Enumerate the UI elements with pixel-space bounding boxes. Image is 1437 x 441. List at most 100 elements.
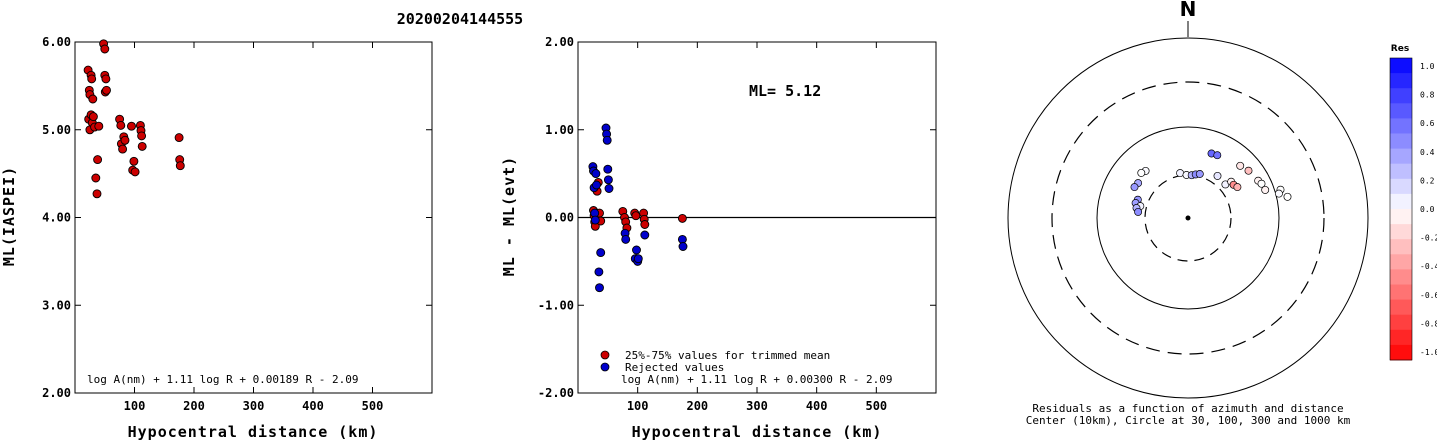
station-point	[88, 112, 98, 122]
colorbar-title: Res	[1391, 44, 1409, 54]
rejected-point	[590, 215, 600, 225]
y-tick-label: 0.00	[545, 211, 574, 225]
plot1-frame	[74, 41, 433, 394]
station-point	[100, 44, 110, 54]
y-tick-label: -2.00	[538, 386, 574, 400]
rejected-point	[678, 242, 688, 251]
colorbar-tick-label: 0.2	[1420, 176, 1435, 185]
rejected-point	[603, 164, 613, 174]
rejected-point	[602, 135, 612, 145]
y-tick-label: 5.00	[42, 123, 71, 137]
ring-30km	[1144, 174, 1232, 262]
station-point	[137, 131, 147, 141]
ring-300km	[1051, 81, 1325, 355]
legend-red-marker	[600, 350, 610, 360]
y-tick-label: 2.00	[42, 386, 71, 400]
x-tick-label: 300	[746, 399, 768, 413]
polar-caption-line2: Center (10km), Circle at 30, 100, 300 an…	[1026, 414, 1351, 427]
rejected-point	[592, 180, 601, 190]
station-point	[87, 74, 97, 84]
station-residual	[1137, 168, 1146, 177]
rejected-point	[595, 283, 604, 293]
colorbar-tick-label: 0.6	[1420, 119, 1435, 128]
x-tick-label: 200	[686, 399, 708, 413]
y-tick-label: 6.00	[42, 35, 71, 49]
colorbar-tick-label: 0.0	[1420, 205, 1435, 214]
station-point	[118, 144, 128, 154]
station-point	[174, 133, 184, 143]
colorbar-cell	[1390, 148, 1412, 165]
station-residual	[1257, 179, 1266, 188]
colorbar-cell	[1390, 254, 1412, 270]
station-residual	[1274, 189, 1283, 198]
north-label: N	[1180, 0, 1197, 21]
plot1-xlabel: Hypocentral distance (km)	[128, 423, 379, 441]
station-point	[102, 85, 111, 95]
y-tick-label: 3.00	[42, 298, 71, 312]
legend-blue-label: Rejected values	[625, 361, 724, 374]
colorbar-cell	[1390, 209, 1412, 225]
station-residual	[1195, 170, 1204, 178]
rejected-point	[596, 248, 606, 258]
colorbar-cell	[1390, 329, 1412, 346]
colorbar-tick-label: 1.0	[1420, 62, 1435, 71]
figure-title: 20200204144555	[397, 10, 523, 28]
station-residual	[1244, 166, 1253, 175]
colorbar-tick-label: -0.8	[1420, 319, 1437, 328]
ring-100km	[1096, 126, 1280, 310]
plot2-legend: 25%-75% values for trimmed mean Rejected…	[600, 349, 830, 374]
rejected-point	[621, 234, 631, 244]
legend-blue-marker	[600, 362, 610, 372]
colorbar-cell	[1390, 163, 1412, 180]
rejected-point	[604, 184, 614, 193]
station-point	[94, 121, 104, 131]
ml-value-label: ML= 5.12	[749, 82, 821, 100]
plot2-ylabel: ML - ML(evt)	[500, 156, 518, 276]
plot1-formula: log A(nm) + 1.11 log R + 0.00189 R - 2.0…	[87, 373, 359, 386]
plot2-formula: log A(nm) + 1.11 log R + 0.00300 R - 2.0…	[621, 373, 893, 386]
x-tick-label: 500	[865, 399, 887, 413]
colorbar-cell	[1390, 133, 1412, 149]
colorbar-tick-label: 0.8	[1420, 91, 1435, 100]
rejected-point	[633, 254, 643, 264]
azimuth-residual-plot: N Residuals as a function of azimuth and…	[1007, 0, 1369, 427]
epicenter-dot	[1185, 215, 1191, 221]
colorbar-cell	[1390, 344, 1412, 361]
colorbar-cell	[1390, 178, 1412, 195]
x-tick-label: 300	[243, 399, 265, 413]
trimmed-mean-point	[631, 211, 641, 221]
station-residual	[1236, 161, 1245, 170]
y-tick-label: 4.00	[42, 211, 71, 225]
station-residual	[1134, 207, 1143, 216]
station-point	[120, 135, 130, 145]
ring-1000km	[1007, 37, 1369, 399]
x-tick-label: 500	[362, 399, 384, 413]
colorbar-cell	[1390, 269, 1412, 285]
x-tick-label: 200	[183, 399, 205, 413]
colorbar-cell	[1390, 103, 1412, 119]
colorbar-cell	[1390, 118, 1412, 134]
rejected-point	[603, 175, 613, 185]
station-residual	[1130, 183, 1139, 192]
colorbar-cell	[1390, 284, 1412, 300]
colorbar-tick-label: -1.0	[1420, 348, 1437, 357]
y-tick-label: 2.00	[545, 35, 574, 49]
station-point	[101, 74, 111, 84]
colorbar-tick-label: -0.6	[1420, 291, 1437, 300]
legend-red-label: 25%-75% values for trimmed mean	[625, 349, 830, 362]
rejected-point	[640, 230, 650, 240]
station-residual	[1213, 151, 1222, 160]
polar-caption-line1: Residuals as a function of azimuth and d…	[1032, 402, 1343, 415]
residual-colorbar: Res 1.0 0.8 0.6 0.4 0.2 0.0 -0.2 -0.4 -0.6 -0.8 -1…	[1389, 44, 1437, 361]
station-residual	[1283, 192, 1292, 201]
colorbar-cell	[1390, 299, 1412, 316]
colorbar-cell	[1390, 239, 1412, 255]
colorbar-cell	[1390, 88, 1412, 104]
colorbar-tick-label: -0.2	[1420, 234, 1437, 243]
station-point	[137, 141, 147, 151]
y-tick-label: -1.00	[538, 298, 574, 312]
station-point	[175, 161, 185, 171]
colorbar-cell	[1390, 58, 1412, 74]
colorbar-frame	[1389, 57, 1413, 361]
